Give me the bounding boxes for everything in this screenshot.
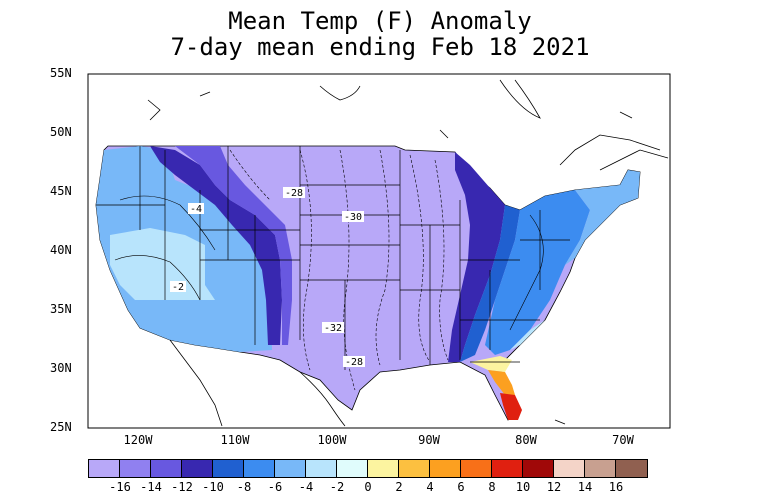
lat-label: 40N — [50, 243, 72, 257]
legend-tick-label: 16 — [608, 480, 624, 494]
lon-label: 70W — [612, 433, 634, 447]
legend-swatch — [585, 460, 616, 477]
contour-label: -2 — [172, 282, 184, 293]
contour-label: -28 — [285, 188, 303, 199]
lat-label: 25N — [50, 420, 72, 434]
contour-value-labels: -4 -28 -30 -2 -32 -28 — [170, 187, 365, 368]
lat-label: 45N — [50, 184, 72, 198]
legend-tick-label: -10 — [202, 480, 224, 494]
lat-label: 30N — [50, 361, 72, 375]
state-borders — [96, 146, 570, 370]
legend-swatch — [120, 460, 151, 477]
legend-swatch — [275, 460, 306, 477]
region-east-dark — [448, 152, 505, 362]
legend-tick-label: 12 — [546, 480, 562, 494]
region-rockies-mid — [175, 146, 292, 345]
legend-tick-label: -8 — [236, 480, 252, 494]
region-florida-orange — [488, 370, 515, 395]
legend-swatch — [368, 460, 399, 477]
contour-label: -30 — [344, 212, 362, 223]
region-east-light — [565, 170, 640, 265]
legend-swatch — [182, 460, 213, 477]
coastlines — [147, 79, 669, 427]
legend-tick-label: -16 — [109, 480, 131, 494]
legend-swatch — [492, 460, 523, 477]
lat-label: 35N — [50, 302, 72, 316]
legend-swatch — [151, 460, 182, 477]
lon-label: 110W — [220, 433, 250, 447]
legend-tick-label: 2 — [395, 480, 403, 494]
lon-label: 120W — [123, 433, 153, 447]
lat-label: 50N — [50, 125, 72, 139]
legend-swatch — [461, 460, 492, 477]
lat-label: 55N — [50, 66, 72, 80]
legend-swatch — [89, 460, 120, 477]
region-florida-red — [500, 393, 522, 420]
color-legend-bar — [88, 459, 648, 478]
legend-tick-label: -6 — [267, 480, 283, 494]
legend-tick-label: 14 — [577, 480, 593, 494]
legend-tick-label: 10 — [515, 480, 531, 494]
legend-swatch — [213, 460, 244, 477]
map-title-line1: Mean Temp (F) Anomaly — [228, 7, 532, 35]
map-title-line2: 7-day mean ending Feb 18 2021 — [170, 33, 590, 61]
lon-label: 100W — [317, 433, 347, 447]
lon-label: 80W — [515, 433, 537, 447]
legend-tick-label: 4 — [426, 480, 434, 494]
legend-swatch — [523, 460, 554, 477]
contour-label: -28 — [345, 357, 363, 368]
region-east-mid — [485, 190, 590, 355]
contour-label: -32 — [324, 323, 342, 334]
contour-label: -4 — [190, 204, 202, 215]
legend-tick-label: 8 — [488, 480, 496, 494]
region-rockies-dark — [150, 146, 282, 345]
legend-tick-label: -4 — [298, 480, 314, 494]
lon-label: 90W — [418, 433, 440, 447]
legend-swatch — [244, 460, 275, 477]
region-southeast-pale — [510, 320, 545, 350]
legend-swatch — [306, 460, 337, 477]
legend-tick-label: -12 — [171, 480, 193, 494]
legend-tick-label: 6 — [457, 480, 465, 494]
legend-swatch — [399, 460, 430, 477]
region-florida-yellow — [470, 356, 512, 372]
legend-tick-label: -14 — [140, 480, 162, 494]
legend-swatch — [430, 460, 461, 477]
legend-tick-label: 0 — [364, 480, 372, 494]
legend-swatch — [337, 460, 368, 477]
legend-swatch — [616, 460, 647, 477]
legend-tick-label: -2 — [329, 480, 345, 494]
legend-swatch — [554, 460, 585, 477]
